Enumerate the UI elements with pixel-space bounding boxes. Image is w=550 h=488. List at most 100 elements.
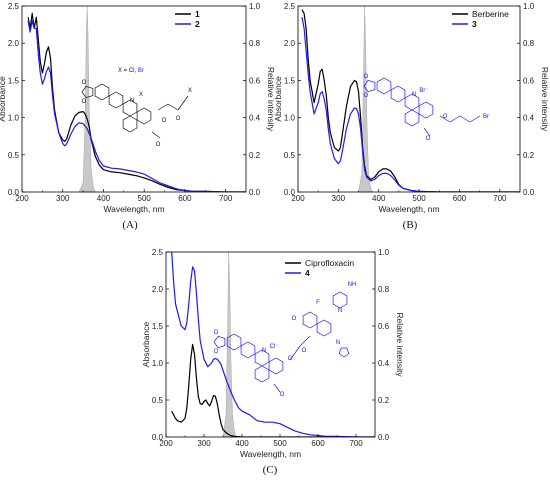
atom-label: O [82,99,87,105]
x-axis-label: Wavelength, nm [103,204,164,214]
series-line-1 [27,20,246,192]
atom-label: O [214,330,219,336]
x-tick-label: 200 [159,439,173,448]
x-tick-label: 500 [412,194,426,203]
y-right-tick-label: 0.2 [378,396,390,405]
plot-frame [297,5,521,193]
y-tick-label: 1.5 [152,322,164,331]
y-tick-label: 0.0 [152,433,164,442]
legend-label-1: 3 [472,19,477,29]
y-tick-label: 2.5 [284,2,296,11]
y-right-tick-label: 0.8 [378,285,390,294]
ring [418,101,434,119]
y-tick-label: 0.0 [284,188,296,197]
x-tick-label: 200 [15,194,29,203]
ring [94,83,110,101]
y-right-tick-label: 0.6 [378,322,390,331]
x-axis-label: Wavelength, nm [378,204,439,214]
atom-label: O [82,80,87,86]
atom-label: N [336,340,340,346]
x-tick-label: 500 [273,439,287,448]
atom-label: Br⁻ [419,88,428,94]
bond [299,335,311,347]
bond [449,115,461,123]
series-line-0 [171,343,375,437]
y-right-tick-label: 0.4 [249,114,261,123]
atom-label: O [443,114,448,120]
bond [157,103,169,111]
structure-label: X = Cl, Br [118,68,144,74]
bond [177,95,189,111]
atom-label: N [130,98,134,104]
y-tick-label: 0.5 [152,396,164,405]
x-tick-label: 300 [332,194,346,203]
y-tick-label: 1.0 [284,114,296,123]
atom-label: N [412,92,416,98]
atom-label: O [302,348,307,354]
atom-label: X [139,92,143,98]
ring [254,365,270,383]
atom-label: Cl⁻ [270,344,279,350]
atom-label: O [292,316,297,322]
atom-label: O [288,356,293,362]
y-axis-label: Absorbance [0,76,7,122]
atom-label: O [426,136,431,142]
atom-label: N [338,308,342,314]
y-right-tick-label: 0.0 [523,188,535,197]
atom-label: O [280,392,285,398]
x-tick-label: 700 [493,194,507,203]
legend-label-1: 2 [195,19,200,29]
ring [404,109,420,127]
panel-caption: (A) [122,219,138,231]
bond [423,127,431,137]
y-right-tick-label: 0.2 [249,151,261,160]
ring [122,115,138,133]
y-tick-label: 2.0 [8,39,20,48]
ring [268,357,284,375]
plot-frame [21,5,247,193]
y-right-axis-label: Relative intensity [266,67,276,132]
y-tick-label: 2.0 [152,285,164,294]
x-tick-label: 200 [291,194,305,203]
legend-label-1: 4 [305,268,310,278]
x-tick-label: 600 [311,439,325,448]
ring [390,85,406,103]
atom-label: O [176,116,181,122]
atom-label: F [316,300,320,306]
y-right-tick-label: 0.6 [523,76,535,85]
atom-label: O [214,349,219,355]
y-right-axis-label: Relative intensity [395,312,405,377]
x-tick-label: 300 [56,194,70,203]
ring [213,335,226,349]
series-line-0 [301,9,520,192]
y-tick-label: 1.5 [284,76,296,85]
ring [226,333,242,351]
bond [469,115,481,123]
ring [108,91,124,109]
atom-label: O [364,74,369,80]
x-tick-label: 300 [197,439,211,448]
structure-label-highlight: Br [138,68,144,74]
bond [289,345,301,361]
atom-label: N [262,348,266,354]
bond [273,383,281,393]
y-axis-label: Absorbance [273,76,283,122]
ring [376,77,392,95]
chart-panel-c: 200 300 400 500 600 700 0.0 0.5 1.0 1.5 2.0 2.5 0.0 0… [141,248,405,476]
ring [302,311,318,329]
atom-label: Br [483,114,489,120]
bond [459,115,471,123]
ring [338,347,350,358]
y-tick-label: 2.5 [152,248,164,257]
emission-band [222,251,237,438]
legend-label-0: Ciprofloxacin [305,258,354,268]
x-tick-label: 600 [453,194,467,203]
y-right-tick-label: 1.0 [378,248,390,257]
series-line-0 [27,12,246,192]
x-tick-label: 600 [178,194,192,203]
y-tick-label: 0.0 [8,188,20,197]
ring [240,341,256,359]
atom-label: O [162,118,167,124]
y-right-tick-label: 0.4 [523,114,535,123]
